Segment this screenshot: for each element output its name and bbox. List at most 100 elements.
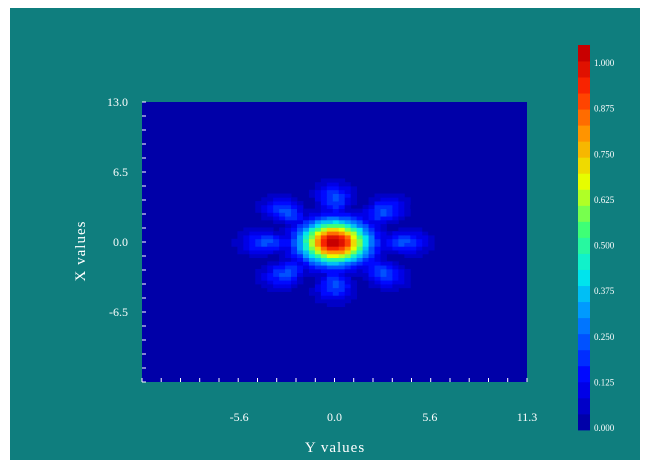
- heatmap-cell: [267, 204, 274, 210]
- heatmap-cell: [308, 257, 316, 262]
- heatmap-cell: [332, 182, 340, 187]
- heatmap-cell: [297, 268, 304, 274]
- heatmap-cell: [392, 280, 399, 285]
- heatmap-cell: [297, 223, 304, 228]
- heatmap-cell: [273, 212, 280, 217]
- heatmap-cell: [267, 212, 274, 217]
- x-tick-label: -5.6: [230, 410, 249, 424]
- heatmap-cell: [267, 242, 274, 247]
- heatmap-cell: [368, 238, 375, 243]
- heatmap-cell: [255, 276, 262, 281]
- heatmap-cell: [368, 204, 375, 210]
- heatmap-cell: [285, 219, 292, 225]
- heatmap-cell: [380, 223, 387, 228]
- heatmap-cell: [261, 208, 268, 213]
- heatmap-cell: [285, 253, 292, 259]
- heatmap-cell: [255, 280, 262, 285]
- heatmap-cell: [302, 253, 310, 259]
- heatmap-cell: [374, 208, 381, 213]
- heatmap-cell: [320, 223, 328, 228]
- heatmap-cell: [410, 204, 417, 210]
- heatmap-cell: [320, 287, 328, 292]
- heatmap-cell: [249, 250, 256, 255]
- heatmap-cell: [297, 231, 304, 236]
- heatmap-cell: [308, 246, 316, 251]
- heatmap-cell: [261, 197, 268, 202]
- heatmap-cell: [368, 208, 375, 213]
- heatmap-cell: [344, 295, 352, 300]
- heatmap-cell: [314, 284, 322, 289]
- heatmap-cell: [374, 268, 381, 274]
- heatmap-cell: [350, 250, 358, 255]
- heatmap-cell: [308, 216, 316, 221]
- heatmap-cell: [392, 197, 399, 202]
- heatmap-cell: [285, 272, 292, 277]
- heatmap-cell: [338, 242, 346, 247]
- heatmap-cell: [279, 246, 286, 251]
- heatmap-cell: [338, 272, 346, 277]
- heatmap-cell: [362, 242, 369, 247]
- heatmap-cell: [320, 216, 328, 221]
- heatmap-cell: [249, 238, 256, 243]
- heatmap-cell: [344, 212, 352, 217]
- heatmap-cell: [368, 197, 375, 202]
- heatmap-cell: [344, 208, 352, 213]
- colorbar-segment: [578, 189, 590, 206]
- heatmap-cell: [291, 212, 298, 217]
- heatmap-cell: [350, 227, 358, 232]
- heatmap-cell: [344, 182, 352, 187]
- heatmap-cell: [428, 235, 435, 240]
- heatmap-cell: [297, 272, 304, 277]
- heatmap-cell: [368, 257, 375, 262]
- heatmap-cell: [273, 242, 280, 247]
- heatmap-cell: [416, 253, 423, 259]
- heatmap-cell: [338, 208, 346, 213]
- heatmap-cell: [374, 284, 381, 289]
- heatmap-cell: [386, 272, 393, 277]
- heatmap-cell: [344, 216, 352, 221]
- heatmap-cell: [386, 216, 393, 221]
- heatmap-cell: [398, 227, 405, 232]
- heatmap-cell: [314, 280, 322, 285]
- heatmap-cell: [380, 212, 387, 217]
- heatmap-cell: [362, 268, 369, 274]
- heatmap-cell: [374, 193, 381, 198]
- heatmap-cell: [386, 238, 393, 243]
- heatmap-cell: [350, 246, 358, 251]
- heatmap-cell: [314, 276, 322, 281]
- heatmap-cell: [392, 235, 399, 240]
- heatmap-cell: [314, 193, 322, 198]
- heatmap-cell: [368, 265, 375, 270]
- heatmap-cell: [350, 201, 358, 206]
- heatmap-cell: [302, 238, 310, 243]
- heatmap-cell: [344, 280, 352, 285]
- heatmap-cell: [374, 201, 381, 206]
- heatmap-cell: [404, 204, 411, 210]
- heatmap-cell: [344, 272, 352, 277]
- heatmap-cell: [326, 253, 334, 259]
- heatmap-cell: [249, 227, 256, 232]
- heatmap-cell: [314, 227, 322, 232]
- heatmap-cell: [344, 253, 352, 259]
- heatmap-cell: [332, 265, 340, 270]
- heatmap-cell: [362, 250, 369, 255]
- heatmap-cell: [320, 193, 328, 198]
- heatmap-cell: [332, 197, 340, 202]
- heatmap-cell: [279, 197, 286, 202]
- heatmap-cell: [326, 299, 334, 304]
- heatmap-cell: [279, 265, 286, 270]
- heatmap-cell: [267, 238, 274, 243]
- colorbar-tick-label: 0.625: [594, 195, 615, 205]
- heatmap-cell: [338, 295, 346, 300]
- heatmap-cell: [285, 201, 292, 206]
- heatmap-cell: [380, 193, 387, 198]
- heatmap-cell: [297, 253, 304, 259]
- heatmap-cell: [302, 227, 310, 232]
- heatmap-cell: [380, 231, 387, 236]
- heatmap-cell: [267, 231, 274, 236]
- heatmap-cell: [374, 197, 381, 202]
- heatmap-cell: [314, 238, 322, 243]
- heatmap-cell: [338, 201, 346, 206]
- heatmap-cell: [380, 284, 387, 289]
- heatmap-cell: [249, 246, 256, 251]
